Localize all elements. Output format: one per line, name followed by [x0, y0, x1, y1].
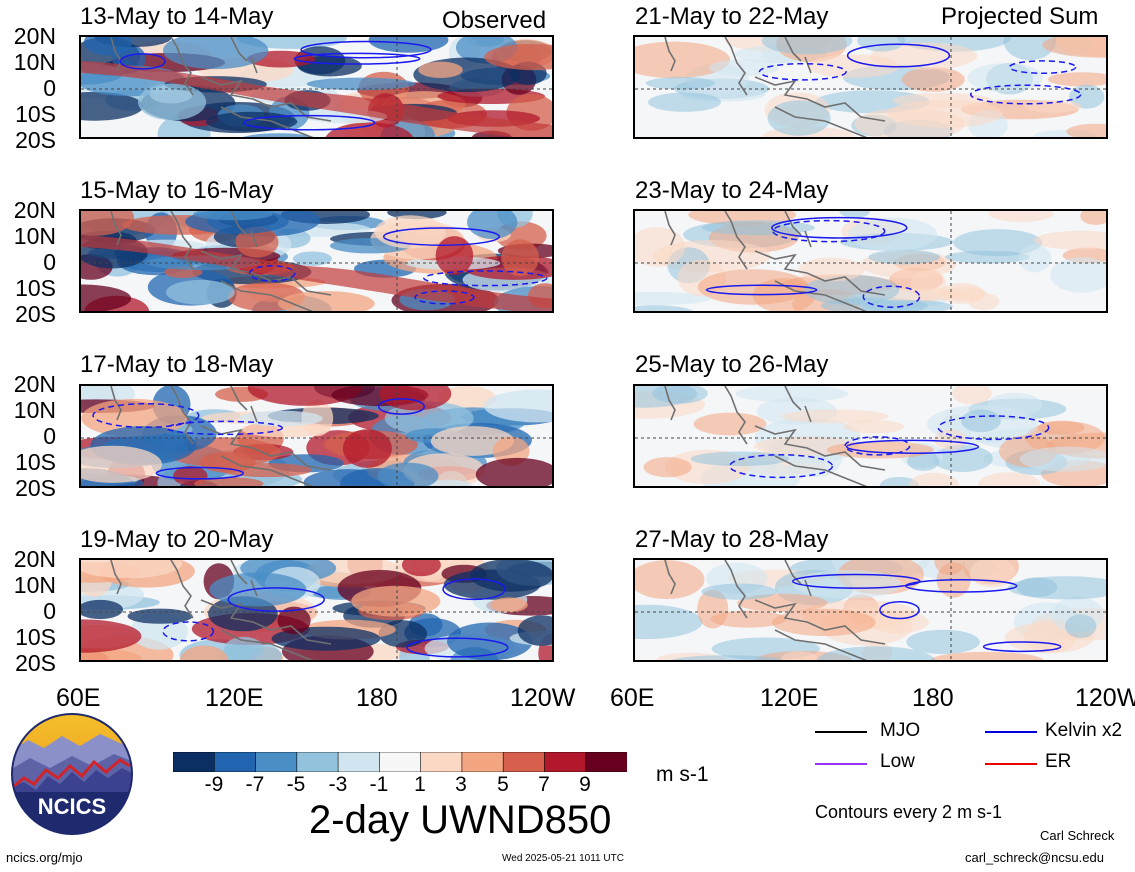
map-panel-proj-1 — [633, 35, 1108, 139]
panel-title-obs-2: 15-May to 16-May — [80, 177, 274, 204]
panel-title-obs-3: 17-May to 18-May — [80, 351, 274, 378]
observed-header: Observed — [442, 7, 547, 34]
map-panel-proj-4 — [633, 558, 1108, 662]
colorbar-units: m s-1 — [656, 763, 709, 786]
footer-url: ncics.org/mjo — [6, 850, 83, 865]
colorbar-swatch — [544, 751, 587, 773]
footer-email: carl_schreck@ncsu.edu — [965, 850, 1104, 865]
panel-title-proj-3: 25-May to 26-May — [635, 351, 829, 378]
colorbar-swatch — [213, 751, 257, 773]
colorbar-swatch — [172, 751, 216, 773]
logo-text: NCICS — [38, 794, 106, 819]
colorbar-swatch — [420, 751, 463, 773]
map-panel-proj-2 — [633, 209, 1108, 313]
legend-line-low — [815, 763, 867, 765]
legend-line-mjo — [815, 731, 867, 733]
panel-title-obs-4: 19-May to 20-May — [80, 526, 274, 553]
panel-title-proj-1: 21-May to 22-May — [635, 3, 829, 30]
legend-line-er — [985, 763, 1037, 765]
colorbar-swatch — [337, 751, 381, 773]
map-panel-obs-2 — [79, 209, 554, 313]
projected-header: Projected Sum — [941, 3, 1099, 30]
map-panel-obs-4 — [79, 558, 554, 662]
colorbar-swatch — [296, 751, 339, 773]
colorbar-swatch — [585, 751, 628, 773]
colorbar-swatch — [255, 751, 298, 773]
legend-label-er: ER — [1045, 751, 1072, 772]
colorbar-swatch — [379, 751, 422, 773]
panel-title-obs-1: 13-May to 14-May — [80, 3, 274, 30]
footer-timestamp: Wed 2025-05-21 1011 UTC — [502, 853, 624, 864]
legend-label-mjo: MJO — [880, 720, 921, 741]
ncics-logo: NCICS — [10, 712, 134, 836]
variable-title: 2-day UWND850 — [309, 798, 612, 842]
map-panel-obs-1 — [79, 35, 554, 139]
footer-author: Carl Schreck — [1040, 828, 1115, 843]
panel-title-proj-2: 23-May to 24-May — [635, 177, 829, 204]
contours-note: Contours every 2 m s-1 — [815, 802, 1003, 822]
legend-label-low: Low — [880, 751, 915, 772]
colorbar — [172, 751, 628, 773]
colorbar-swatch — [461, 751, 504, 773]
map-panel-obs-3 — [79, 384, 554, 488]
colorbar-swatch — [502, 751, 546, 773]
legend-label-kelvin: Kelvin x2 — [1045, 720, 1123, 741]
map-panel-proj-3 — [633, 384, 1108, 488]
legend-line-kelvin — [985, 731, 1037, 733]
panel-title-proj-4: 27-May to 28-May — [635, 526, 829, 553]
